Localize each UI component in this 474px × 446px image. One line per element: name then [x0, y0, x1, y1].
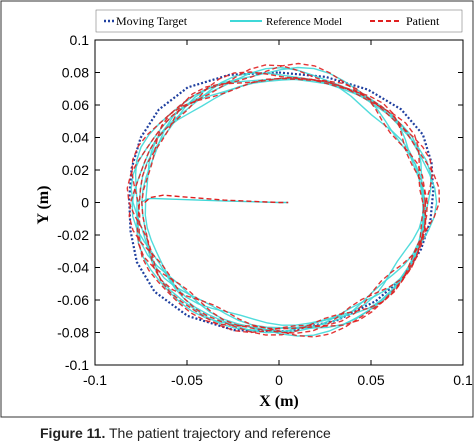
x-tick-label: 0.05	[357, 372, 384, 388]
y-tick-label: 0.04	[62, 130, 89, 146]
y-tick-label: -0.08	[57, 325, 89, 341]
legend-label-patient: Patient	[406, 14, 440, 28]
caption-text: The patient trajectory and reference	[109, 425, 331, 441]
trajectory-lap	[131, 62, 440, 338]
x-tick-label: -0.05	[171, 372, 203, 388]
y-tick-label: -0.04	[57, 260, 89, 276]
figure-caption: Figure 11. The patient trajectory and re…	[40, 425, 470, 443]
legend-item-patient: Patient	[370, 14, 440, 28]
y-axis-ticks: -0.1 -0.08 -0.06 -0.04 -0.02 0 0.02 0.04 0.06 0.0…	[57, 32, 463, 373]
trajectory-start-segment	[144, 194, 289, 204]
legend-item-moving-target: Moving Target	[104, 14, 188, 28]
y-tick-label: 0	[81, 195, 89, 211]
y-tick-label: 0.02	[62, 162, 89, 178]
y-tick-label: -0.02	[57, 227, 89, 243]
series-patient	[126, 62, 440, 338]
y-tick-label: -0.1	[65, 357, 89, 373]
legend-label-reference-model: Reference Model	[266, 16, 342, 28]
y-tick-label: 0.1	[70, 32, 90, 48]
x-tick-label: 0	[275, 372, 283, 388]
trajectory-lap	[141, 77, 427, 330]
x-tick-label: 0.1	[453, 372, 473, 388]
caption-label: Figure 11.	[40, 425, 106, 441]
x-axis-ticks: -0.1 -0.05 0 0.05 0.1	[83, 40, 473, 388]
x-tick-label: -0.1	[83, 372, 107, 388]
legend-label-moving-target: Moving Target	[116, 14, 188, 28]
y-tick-label: -0.06	[57, 292, 89, 308]
y-tick-label: 0.08	[62, 65, 89, 81]
trajectory-lap	[136, 76, 428, 334]
legend-item-reference-model: Reference Model	[230, 16, 342, 28]
trajectory-lap	[137, 77, 427, 333]
x-axis-label: X (m)	[259, 393, 299, 410]
plot-layer	[126, 62, 440, 338]
y-axis-label: Y (m)	[35, 186, 52, 225]
trajectory-lap	[126, 64, 434, 334]
y-tick-label: 0.06	[62, 97, 89, 113]
legend-box	[95, 9, 463, 33]
figure-border	[0, 0, 474, 418]
legend: Moving Target Reference Model Patient	[95, 9, 463, 33]
